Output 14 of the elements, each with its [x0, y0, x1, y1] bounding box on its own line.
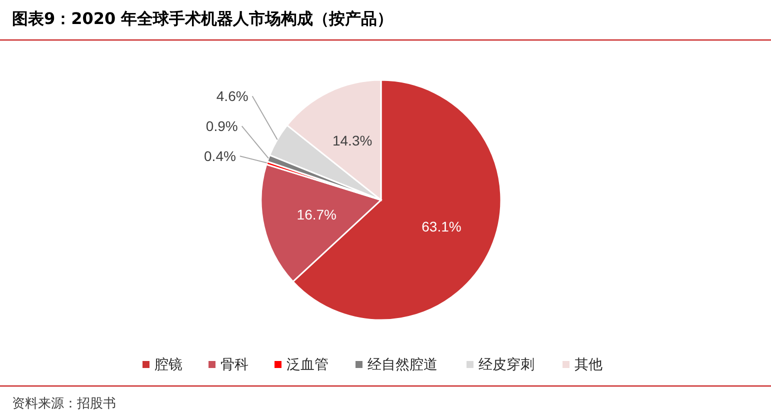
legend-label: 泛血管 [286, 357, 328, 373]
data-label: 4.6% [216, 88, 248, 104]
legend-label: 骨科 [220, 357, 248, 373]
text: 资料来源：招股书 [12, 396, 116, 412]
data-label: 0.9% [206, 118, 238, 134]
legend-label: 腔镜 [154, 357, 182, 373]
data-label: 0.4% [204, 148, 236, 164]
data-label: 14.3% [332, 132, 372, 149]
legend-label: 经自然腔道 [368, 357, 438, 373]
data-label: 63.1% [422, 218, 462, 234]
chart-title: 图表9：2020 年全球手术机器人市场构成（按产品） [12, 9, 394, 28]
legend-label: 其他 [574, 357, 602, 373]
legend-label: 经皮穿刺 [478, 357, 534, 373]
data-label: 16.7% [296, 206, 336, 223]
